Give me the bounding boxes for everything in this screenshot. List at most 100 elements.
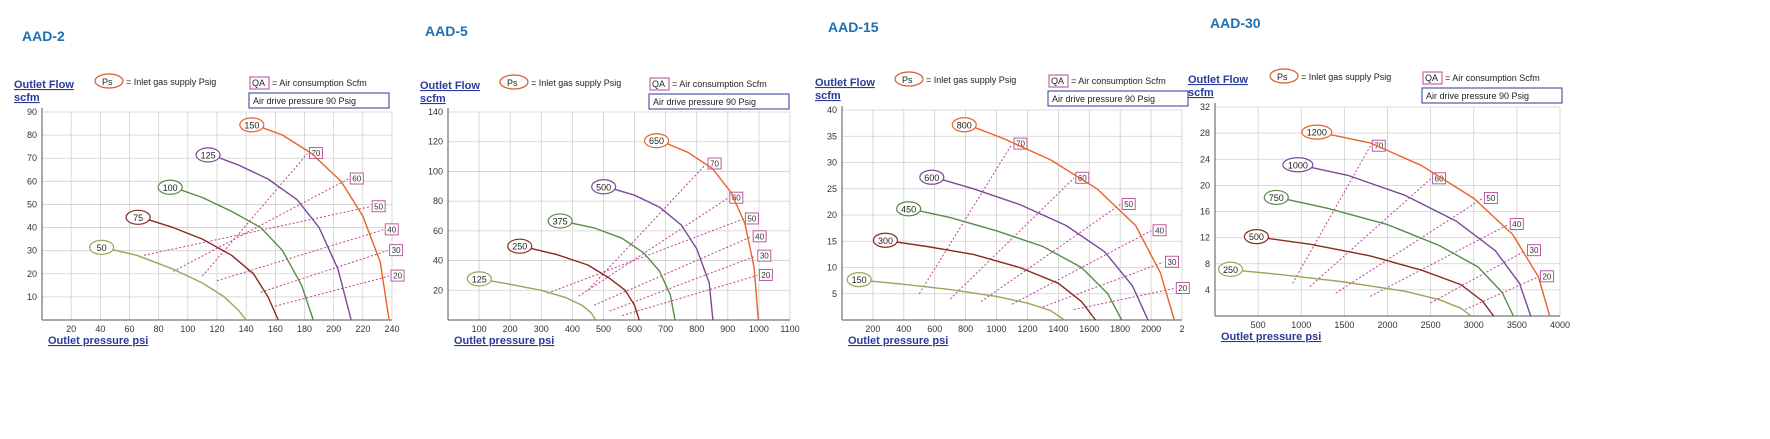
ps-legend-symbol: Ps — [1277, 72, 1288, 82]
air-consumption-box — [758, 268, 773, 281]
x-tick-label: 1400 — [1048, 324, 1068, 334]
y-tick-label: 20 — [1200, 180, 1210, 190]
x-tick-label: 140 — [239, 324, 254, 334]
x-tick-label: 120 — [209, 324, 224, 334]
air-consumption-line — [216, 229, 384, 282]
curve-line — [213, 155, 352, 321]
air-consumption-line — [587, 163, 707, 291]
y-tick-label: 15 — [827, 236, 837, 246]
x-tick-label: 2500 — [1421, 320, 1441, 330]
x-tick-label: 240 — [384, 324, 399, 334]
air-consumption-line — [1430, 250, 1526, 304]
curve-line — [914, 209, 1123, 321]
air-consumption-box — [1432, 172, 1447, 185]
curve-label: 150 — [244, 120, 259, 130]
x-tick-label: 2 — [1179, 324, 1184, 334]
y-axis-label: scfm — [420, 93, 446, 105]
y-tick-label: 20 — [433, 285, 443, 295]
curve-label: 800 — [957, 120, 972, 130]
curve-label-ellipse — [466, 271, 492, 287]
curve-label: 125 — [201, 150, 216, 160]
ps-legend-symbol: Ps — [102, 77, 113, 87]
chart-title: AAD-5 — [425, 23, 468, 39]
curve-label-ellipse — [1282, 157, 1314, 173]
curve-label-ellipse — [1217, 261, 1244, 277]
air-consumption-line — [621, 274, 758, 317]
air-consumption-label: 50 — [1124, 200, 1133, 209]
y-axis-label: scfm — [14, 92, 40, 104]
air-consumption-line — [949, 177, 1075, 300]
curve-label-ellipse — [547, 213, 573, 229]
y-tick-label: 120 — [428, 137, 443, 147]
air-consumption-label: 20 — [1178, 284, 1187, 293]
x-tick-label: 3500 — [1507, 320, 1527, 330]
air-consumption-line — [980, 204, 1121, 303]
curve-label: 125 — [472, 274, 487, 284]
x-tick-label: 100 — [180, 324, 195, 334]
x-axis-label: Outlet pressure psi — [48, 335, 148, 347]
air-drive-text: Air drive pressure 90 Psig — [253, 96, 356, 106]
air-consumption-label: 30 — [392, 246, 401, 255]
curve-label-ellipse — [846, 272, 872, 288]
y-tick-label: 90 — [27, 107, 37, 117]
x-tick-label: 40 — [95, 324, 105, 334]
x-tick-label: 220 — [355, 324, 370, 334]
air-consumption-box — [1121, 198, 1136, 210]
curve-label-ellipse — [157, 179, 183, 195]
y-tick-label: 5 — [832, 289, 837, 299]
x-tick-label: 600 — [927, 324, 942, 334]
x-tick-label: 3000 — [1464, 320, 1484, 330]
x-tick-label: 100 — [472, 324, 487, 334]
air-consumption-label: 40 — [387, 225, 396, 234]
x-tick-label: 600 — [627, 324, 642, 334]
y-axis-label: scfm — [1188, 87, 1214, 99]
air-consumption-label: 50 — [1486, 194, 1495, 203]
y-axis-label: Outlet Flow — [420, 80, 480, 92]
air-consumption-line — [1335, 198, 1483, 294]
x-tick-label: 20 — [66, 324, 76, 334]
curve-label-ellipse — [1243, 229, 1270, 245]
air-consumption-label: 70 — [311, 149, 320, 158]
air-drive-text: Air drive pressure 90 Psig — [1426, 91, 1529, 101]
x-tick-label: 700 — [658, 324, 673, 334]
curve-label: 300 — [878, 236, 893, 246]
curve-label: 750 — [1269, 193, 1284, 203]
air-consumption-line — [918, 143, 1013, 295]
curve-label: 50 — [97, 243, 107, 253]
air-consumption-line — [173, 178, 349, 272]
y-tick-label: 16 — [1200, 207, 1210, 217]
y-tick-label: 20 — [827, 210, 837, 220]
curve-line — [143, 217, 279, 321]
curve-line — [1322, 132, 1551, 317]
chart-title: AAD-15 — [828, 19, 879, 35]
air-consumption-line — [609, 255, 756, 312]
y-tick-label: 35 — [827, 131, 837, 141]
y-tick-label: 40 — [27, 223, 37, 233]
curve-label: 250 — [512, 242, 527, 252]
qa-legend-text: = Air consumption Scfm — [1445, 73, 1540, 83]
curve-line — [609, 187, 714, 321]
x-tick-label: 400 — [896, 324, 911, 334]
curve-line — [970, 125, 1175, 321]
y-axis-label: scfm — [815, 90, 841, 102]
qa-legend-symbol: QA — [1425, 73, 1438, 83]
ps-legend-symbol: Ps — [507, 78, 518, 88]
air-drive-box — [248, 92, 390, 109]
y-tick-label: 60 — [433, 226, 443, 236]
air-consumption-line — [1073, 288, 1175, 310]
y-tick-label: 40 — [827, 105, 837, 115]
curve-line — [1262, 236, 1495, 317]
air-consumption-box — [1152, 224, 1167, 237]
curve-label-ellipse — [591, 179, 617, 195]
air-consumption-box — [1371, 139, 1386, 152]
y-tick-label: 10 — [27, 292, 37, 302]
curve-label: 100 — [163, 183, 178, 193]
x-tick-label: 1200 — [1017, 324, 1037, 334]
ps-legend-text: = Inlet gas supply Psig — [126, 77, 216, 87]
y-tick-label: 100 — [428, 166, 443, 176]
air-consumption-label: 70 — [1016, 140, 1025, 149]
curve-label: 600 — [924, 173, 939, 183]
curve-line — [107, 247, 247, 321]
